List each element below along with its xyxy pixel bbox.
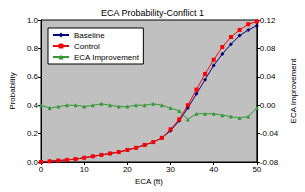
svg-text:0: 0	[39, 165, 44, 174]
svg-text:0.4: 0.4	[27, 101, 39, 110]
svg-text:30: 30	[166, 165, 175, 174]
svg-text:0.6: 0.6	[27, 72, 39, 81]
svg-text:0.08: 0.08	[260, 44, 276, 53]
svg-text:ECA Improvement: ECA Improvement	[289, 58, 298, 124]
svg-text:0.8: 0.8	[27, 44, 39, 53]
svg-text:ECA Improvement: ECA Improvement	[74, 53, 140, 62]
svg-text:40: 40	[209, 165, 218, 174]
svg-text:Baseline: Baseline	[74, 31, 105, 40]
svg-text:Control: Control	[74, 42, 100, 51]
svg-text:0.12: 0.12	[260, 16, 276, 25]
svg-text:0.2: 0.2	[27, 129, 39, 138]
svg-text:ECA (ft): ECA (ft)	[135, 177, 163, 186]
svg-text:ECA Probability-Conflict 1: ECA Probability-Conflict 1	[101, 8, 204, 18]
svg-text:50: 50	[252, 165, 261, 174]
svg-text:0.04: 0.04	[260, 72, 276, 81]
svg-text:20: 20	[123, 165, 132, 174]
svg-text:Probability: Probability	[8, 72, 17, 109]
svg-text:10: 10	[80, 165, 89, 174]
svg-text:-0.08: -0.08	[260, 158, 279, 167]
svg-text:0.00: 0.00	[260, 101, 276, 110]
svg-text:1.0: 1.0	[27, 16, 39, 25]
svg-text:-0.04: -0.04	[260, 129, 279, 138]
svg-text:0.0: 0.0	[27, 158, 39, 167]
